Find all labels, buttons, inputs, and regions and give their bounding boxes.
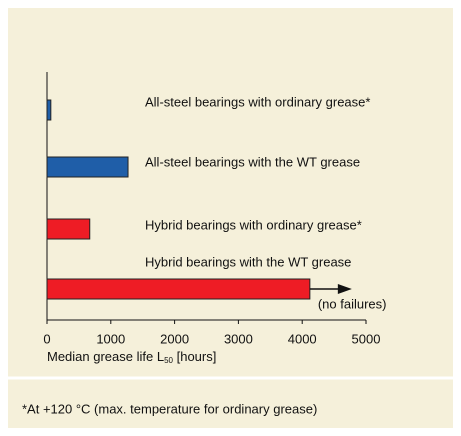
category-label: All-steel bearings with the WT grease <box>145 154 360 169</box>
bar <box>46 278 311 300</box>
arrow-head <box>337 284 352 294</box>
x-axis-label-end: [hours] <box>173 349 216 364</box>
bar <box>46 99 52 121</box>
x-tick-label: 3000 <box>224 331 253 346</box>
x-tick-label: 2000 <box>160 331 189 346</box>
x-tick-label: 5000 <box>352 331 381 346</box>
bar <box>46 156 129 178</box>
x-tick-label: 4000 <box>288 331 317 346</box>
x-tick-label: 0 <box>43 331 50 346</box>
x-axis-label: Median grease life L50 [hours] <box>47 349 216 365</box>
x-axis-label-sub: 50 <box>164 356 173 365</box>
category-label: Hybrid bearings with the WT grease <box>145 254 351 269</box>
bar <box>46 218 91 240</box>
category-label: All-steel bearings with ordinary grease* <box>145 94 370 109</box>
category-label: Hybrid bearings with ordinary grease* <box>145 217 362 232</box>
x-tick-label: 1000 <box>96 331 125 346</box>
annotation: (no failures) <box>318 296 387 311</box>
x-axis-label-main: Median grease life L <box>47 349 164 364</box>
footnote: *At +120 °C (max. temperature for ordina… <box>22 401 317 416</box>
panel <box>8 8 453 428</box>
